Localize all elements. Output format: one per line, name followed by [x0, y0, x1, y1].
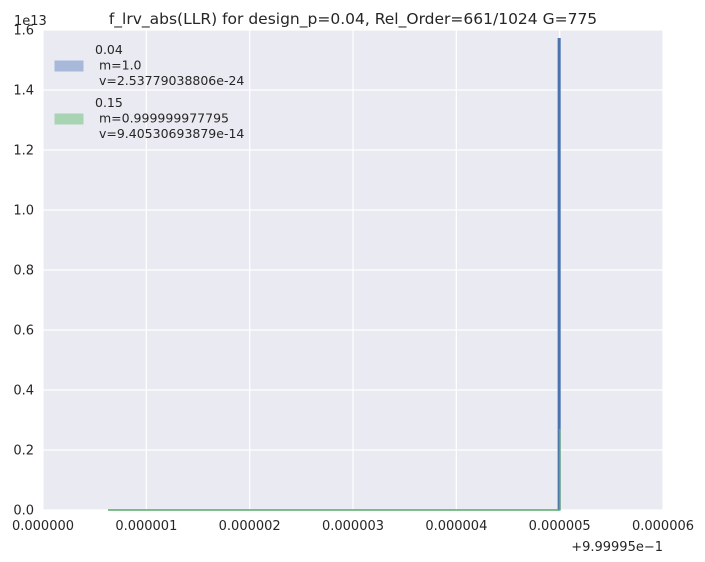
y-tick-label: 0.2	[13, 444, 34, 459]
y-tick-label: 1.2	[13, 144, 34, 159]
legend-swatch-0-15	[54, 113, 84, 125]
x-tick-label: 0.000004	[425, 519, 487, 534]
series-line-0-04	[557, 38, 561, 510]
x-tick-label: 0.000000	[12, 519, 74, 534]
y-tick-label: 1.4	[13, 84, 34, 99]
y-tick-label: 1.6	[13, 24, 34, 39]
legend-label: v=9.40530693879e-14	[95, 126, 244, 141]
x-tick-label: 0.000002	[219, 519, 281, 534]
legend-label: v=2.53779038806e-24	[95, 73, 244, 88]
y-tick-label: 0.8	[13, 264, 34, 279]
legend-swatch-0-04	[54, 60, 84, 72]
x-tick-label: 0.000001	[115, 519, 177, 534]
legend: 0.04 m=1.0 v=2.53779038806e-24 0.15 m=0.9…	[54, 42, 244, 141]
y-tick-label: 0.4	[13, 384, 34, 399]
chart-title: f_lrv_abs(LLR) for design_p=0.04, Rel_Or…	[109, 10, 597, 29]
tick-labels: 0.000000 0.000001 0.000002 0.000003 0.000004…	[12, 24, 694, 535]
x-tick-label: 0.000005	[529, 519, 591, 534]
y-tick-label: 0.0	[13, 504, 34, 519]
y-tick-label: 0.6	[13, 324, 34, 339]
y-exponent-label: 1e13	[14, 14, 47, 29]
x-offset-label: +9.99995e−1	[571, 540, 663, 555]
series-layer	[108, 38, 561, 511]
legend-label: m=1.0	[95, 58, 142, 73]
series-line-0-15	[108, 429, 561, 511]
legend-label: 0.15	[95, 95, 123, 110]
y-tick-label: 1.0	[13, 204, 34, 219]
x-tick-label: 0.000003	[322, 519, 384, 534]
x-tick-label: 0.000006	[632, 519, 694, 534]
legend-label: 0.04	[95, 42, 123, 57]
legend-label: m=0.999999977795	[95, 111, 229, 126]
